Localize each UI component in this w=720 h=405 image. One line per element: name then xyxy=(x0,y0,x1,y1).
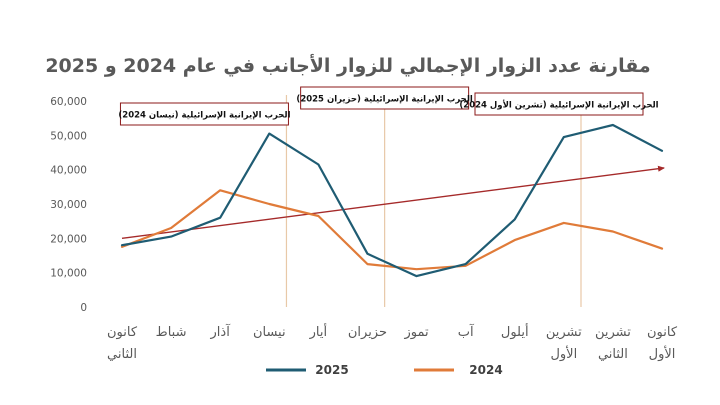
chart-title: مقارنة عدد الزوار الإجمالي للزوار الأجان… xyxy=(45,54,650,77)
event-box xyxy=(474,92,644,116)
x-tick-label: تشرين الأول xyxy=(546,325,582,362)
series-lines xyxy=(120,123,664,278)
x-tick-label: آب xyxy=(458,323,475,340)
x-tick-label: كانون الثاني xyxy=(107,325,138,362)
trendline-arrow xyxy=(121,165,665,240)
y-tick-label: 0 xyxy=(80,302,87,314)
legend-label-2025: 2025 xyxy=(315,363,348,377)
event-label: الحرب الإيرانية الإسرائيلية (تشرين الأول… xyxy=(459,100,658,111)
x-tick-label: تموز xyxy=(403,325,429,340)
y-tick-label: 10,000 xyxy=(50,268,87,280)
event-label: الحرب الإيرانية الإسرائيلية (نيسان 2024) xyxy=(118,111,290,121)
x-tick-label: تشرين الثاني xyxy=(595,325,631,362)
event-box xyxy=(300,86,470,110)
event-lines: الحرب الإيرانية الإسرائيلية (نيسان 2024)… xyxy=(118,86,659,307)
x-tick-label: نيسان xyxy=(253,325,286,340)
series-line-2025 xyxy=(120,123,664,278)
y-tick-label: 40,000 xyxy=(50,165,87,177)
event-box xyxy=(119,102,289,126)
legend: 2025 2024 xyxy=(266,363,503,377)
y-tick-label: 30,000 xyxy=(50,199,87,211)
x-tick-label: كانون الأول xyxy=(647,325,678,362)
x-tick-label: شباط xyxy=(156,325,187,340)
event-label: الحرب الإيرانية الإسرائيلية (حزيران 2025… xyxy=(296,95,473,105)
y-tick-label: 50,000 xyxy=(50,130,87,142)
x-tick-label: أيار xyxy=(309,323,327,340)
y-axis: 0 10,000 20,000 30,000 40,000 50,000 60,000 xyxy=(50,96,87,314)
y-tick-label: 60,000 xyxy=(50,96,87,108)
x-tick-label: آذار xyxy=(210,323,232,340)
y-tick-label: 20,000 xyxy=(50,233,87,245)
trendline xyxy=(121,165,665,240)
x-tick-label: حزيران xyxy=(348,325,387,340)
legend-label-2024: 2024 xyxy=(469,363,502,377)
series-line-2024 xyxy=(120,189,664,271)
x-axis: كانون الثاني شباط آذار نيسان أيار حزيران تموز آب… xyxy=(107,323,678,362)
x-tick-label: أيلول xyxy=(501,323,529,340)
